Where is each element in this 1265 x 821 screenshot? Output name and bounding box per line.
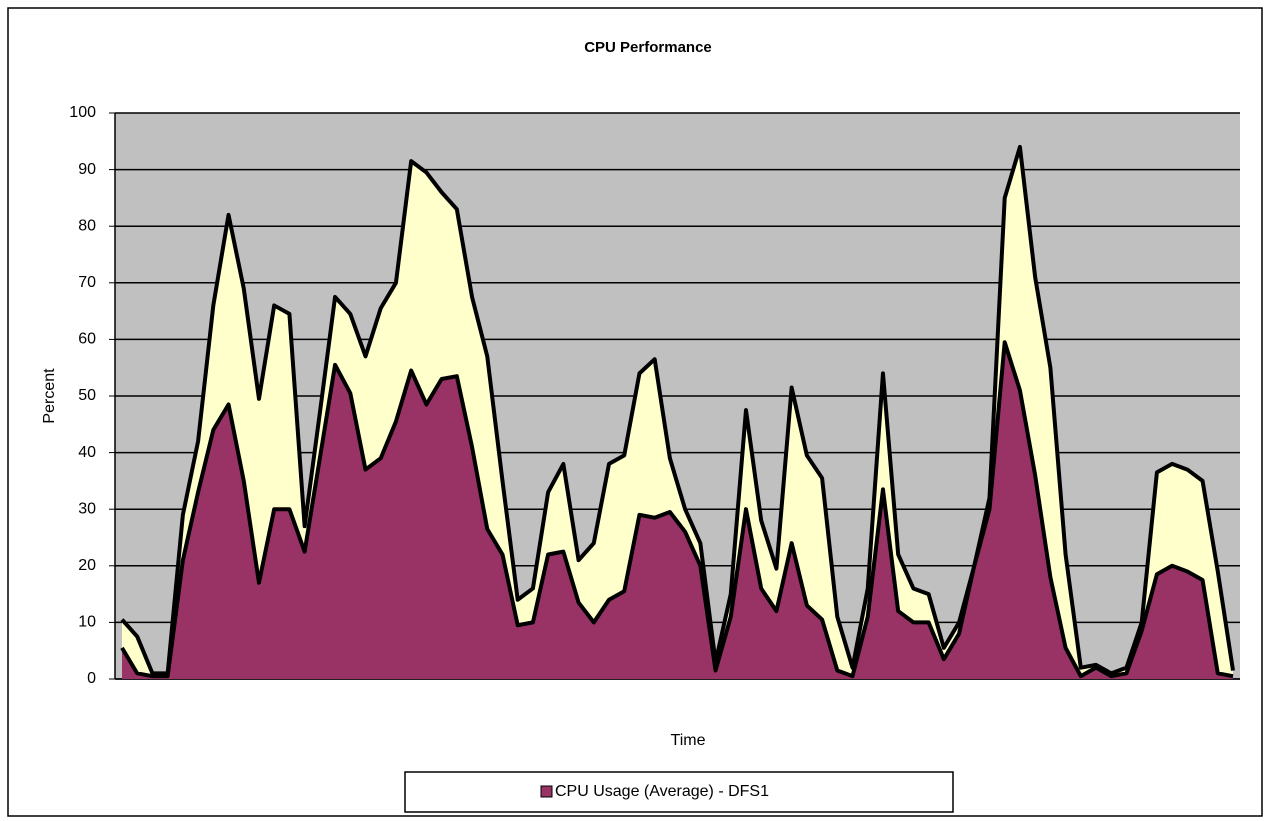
y-tick-label: 30 <box>78 500 96 517</box>
area <box>122 342 1233 679</box>
y-tick-label: 20 <box>78 557 96 574</box>
y-tick-label: 100 <box>69 104 96 121</box>
y-tick-label: 90 <box>78 161 96 178</box>
y-tick-label: 50 <box>78 387 96 404</box>
area-outline <box>120 144 1235 676</box>
area-outline <box>120 340 1234 679</box>
x-axis-label: Time <box>671 732 706 749</box>
legend-label: CPU Usage (Average) - DFS1 <box>555 783 769 800</box>
legend <box>404 771 954 813</box>
legend-swatch <box>540 785 553 798</box>
y-tick-label: 10 <box>78 614 96 631</box>
y-tick-label: 80 <box>78 217 96 234</box>
chart-title: CPU Performance <box>584 39 712 56</box>
y-axis-label: Percent <box>41 368 58 424</box>
y-tick-label: 40 <box>78 444 96 461</box>
y-tick-label: 0 <box>87 670 96 687</box>
y-tick-label: 70 <box>78 274 96 291</box>
y-tick-label: 60 <box>78 331 96 348</box>
